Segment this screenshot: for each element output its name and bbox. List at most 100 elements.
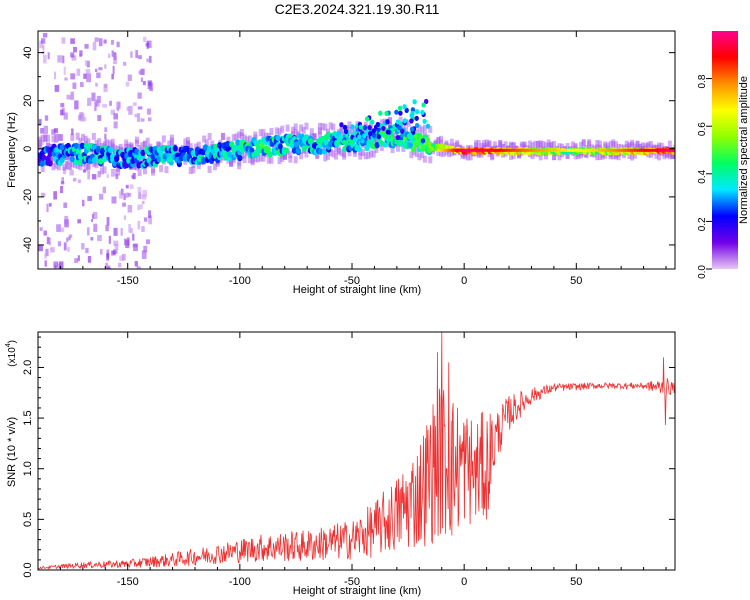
heatmap-cell <box>404 107 409 113</box>
figure-title: C2E3.2024.321.19.30.R11 <box>275 1 440 17</box>
spectrogram-y-ticks: -40 -20 0 20 40 <box>22 47 675 270</box>
colorbar-tick-label: 0.8 <box>697 74 708 88</box>
heatmap-cell <box>110 138 115 146</box>
heatmap-cell <box>323 123 328 131</box>
heatmap-cell <box>86 162 91 170</box>
heatmap-cell <box>95 145 102 153</box>
heatmap-cell <box>524 148 528 152</box>
heatmap-cell <box>385 129 391 135</box>
heatmap-cell <box>84 43 89 49</box>
heatmap-cell <box>167 140 172 148</box>
heatmap-cell <box>414 150 419 158</box>
heatmap-cell <box>231 134 236 142</box>
heatmap-cell <box>565 151 570 159</box>
heatmap-cell <box>137 113 140 122</box>
heatmap-cell <box>398 116 403 124</box>
heatmap-cell <box>503 141 508 149</box>
heatmap-cell <box>382 141 388 148</box>
heatmap-cell <box>504 148 508 152</box>
heatmap-cell <box>522 148 526 152</box>
heatmap-cell <box>54 85 60 92</box>
heatmap-cell <box>546 142 551 150</box>
heatmap-cell <box>616 153 621 161</box>
heatmap-cell <box>358 148 363 156</box>
heatmap-cell <box>138 55 142 60</box>
heatmap-cell <box>607 148 611 152</box>
heatmap-cell <box>111 196 117 204</box>
heatmap-cell <box>522 141 527 149</box>
heatmap-cell <box>92 41 97 51</box>
heatmap-cell <box>666 148 670 152</box>
heatmap-cell <box>120 228 123 236</box>
x-tick-label: -100 <box>229 275 251 287</box>
heatmap-cell <box>605 148 609 152</box>
heatmap-cell <box>529 148 533 152</box>
heatmap-cell <box>614 148 618 152</box>
heatmap-cell <box>533 148 537 152</box>
heatmap-cell <box>235 139 241 146</box>
heatmap-cell <box>148 215 153 225</box>
heatmap-cell <box>511 151 516 159</box>
heatmap-cell <box>491 148 495 152</box>
heatmap-cell <box>97 158 104 165</box>
heatmap-cell <box>576 152 581 160</box>
heatmap-cell <box>309 128 314 136</box>
heatmap-cell <box>38 139 42 147</box>
snr-frame <box>37 331 676 571</box>
heatmap-cell <box>94 139 99 147</box>
heatmap-cell <box>589 144 594 152</box>
heatmap-cell <box>667 140 672 148</box>
heatmap-cell <box>638 143 643 151</box>
colorbar-tick-label: 0.4 <box>697 169 708 183</box>
heatmap-cell <box>204 139 209 147</box>
heatmap-cell <box>352 137 358 143</box>
heatmap-cell <box>371 132 377 138</box>
heatmap-cell <box>63 66 66 75</box>
heatmap-cell <box>395 134 401 141</box>
heatmap-cell <box>422 155 427 163</box>
heatmap-cell <box>579 151 584 159</box>
x-tick-label: -100 <box>229 576 251 588</box>
heatmap-cell <box>497 148 501 152</box>
heatmap-cell <box>114 155 120 163</box>
heatmap-cell <box>425 137 431 144</box>
heatmap-cell <box>280 125 285 133</box>
heatmap-cell <box>102 104 107 108</box>
heatmap-cell <box>538 141 543 149</box>
heatmap-cell <box>109 100 112 106</box>
heatmap-cell <box>97 234 102 242</box>
heatmap-cell <box>274 127 279 135</box>
heatmap-cell <box>312 133 317 141</box>
heatmap-cell <box>267 151 273 158</box>
heatmap-cell <box>573 144 578 152</box>
heatmap-cell <box>129 142 134 150</box>
heatmap-cell <box>63 242 67 251</box>
heatmap-cell <box>317 122 322 130</box>
heatmap-cell <box>648 148 652 152</box>
heatmap-cell <box>132 233 135 241</box>
heatmap-cell <box>74 100 79 110</box>
heatmap-cell <box>569 148 573 152</box>
heatmap-cell <box>129 227 133 234</box>
heatmap-cell <box>530 142 535 150</box>
heatmap-cell <box>636 148 640 152</box>
heatmap-cell <box>579 141 584 149</box>
heatmap-cell <box>342 139 347 145</box>
x-tick-label: -150 <box>117 275 139 287</box>
heatmap-cell <box>552 141 557 149</box>
heatmap-cell <box>94 106 97 112</box>
heatmap-cell <box>531 148 535 152</box>
heatmap-cell <box>150 153 156 161</box>
heatmap-cell <box>159 165 164 173</box>
snr-multiplier-close: ) <box>7 340 18 343</box>
heatmap-cell <box>70 73 76 80</box>
heatmap-cell <box>397 125 402 131</box>
heatmap-cell <box>77 179 81 184</box>
x-tick-label: 0 <box>461 576 467 588</box>
heatmap-cell <box>137 169 142 177</box>
heatmap-cell <box>651 144 656 152</box>
heatmap-cell <box>138 192 142 199</box>
heatmap-cell <box>148 117 152 122</box>
heatmap-cell <box>667 152 672 160</box>
snr-multiplier-exp: 4 <box>5 343 12 347</box>
